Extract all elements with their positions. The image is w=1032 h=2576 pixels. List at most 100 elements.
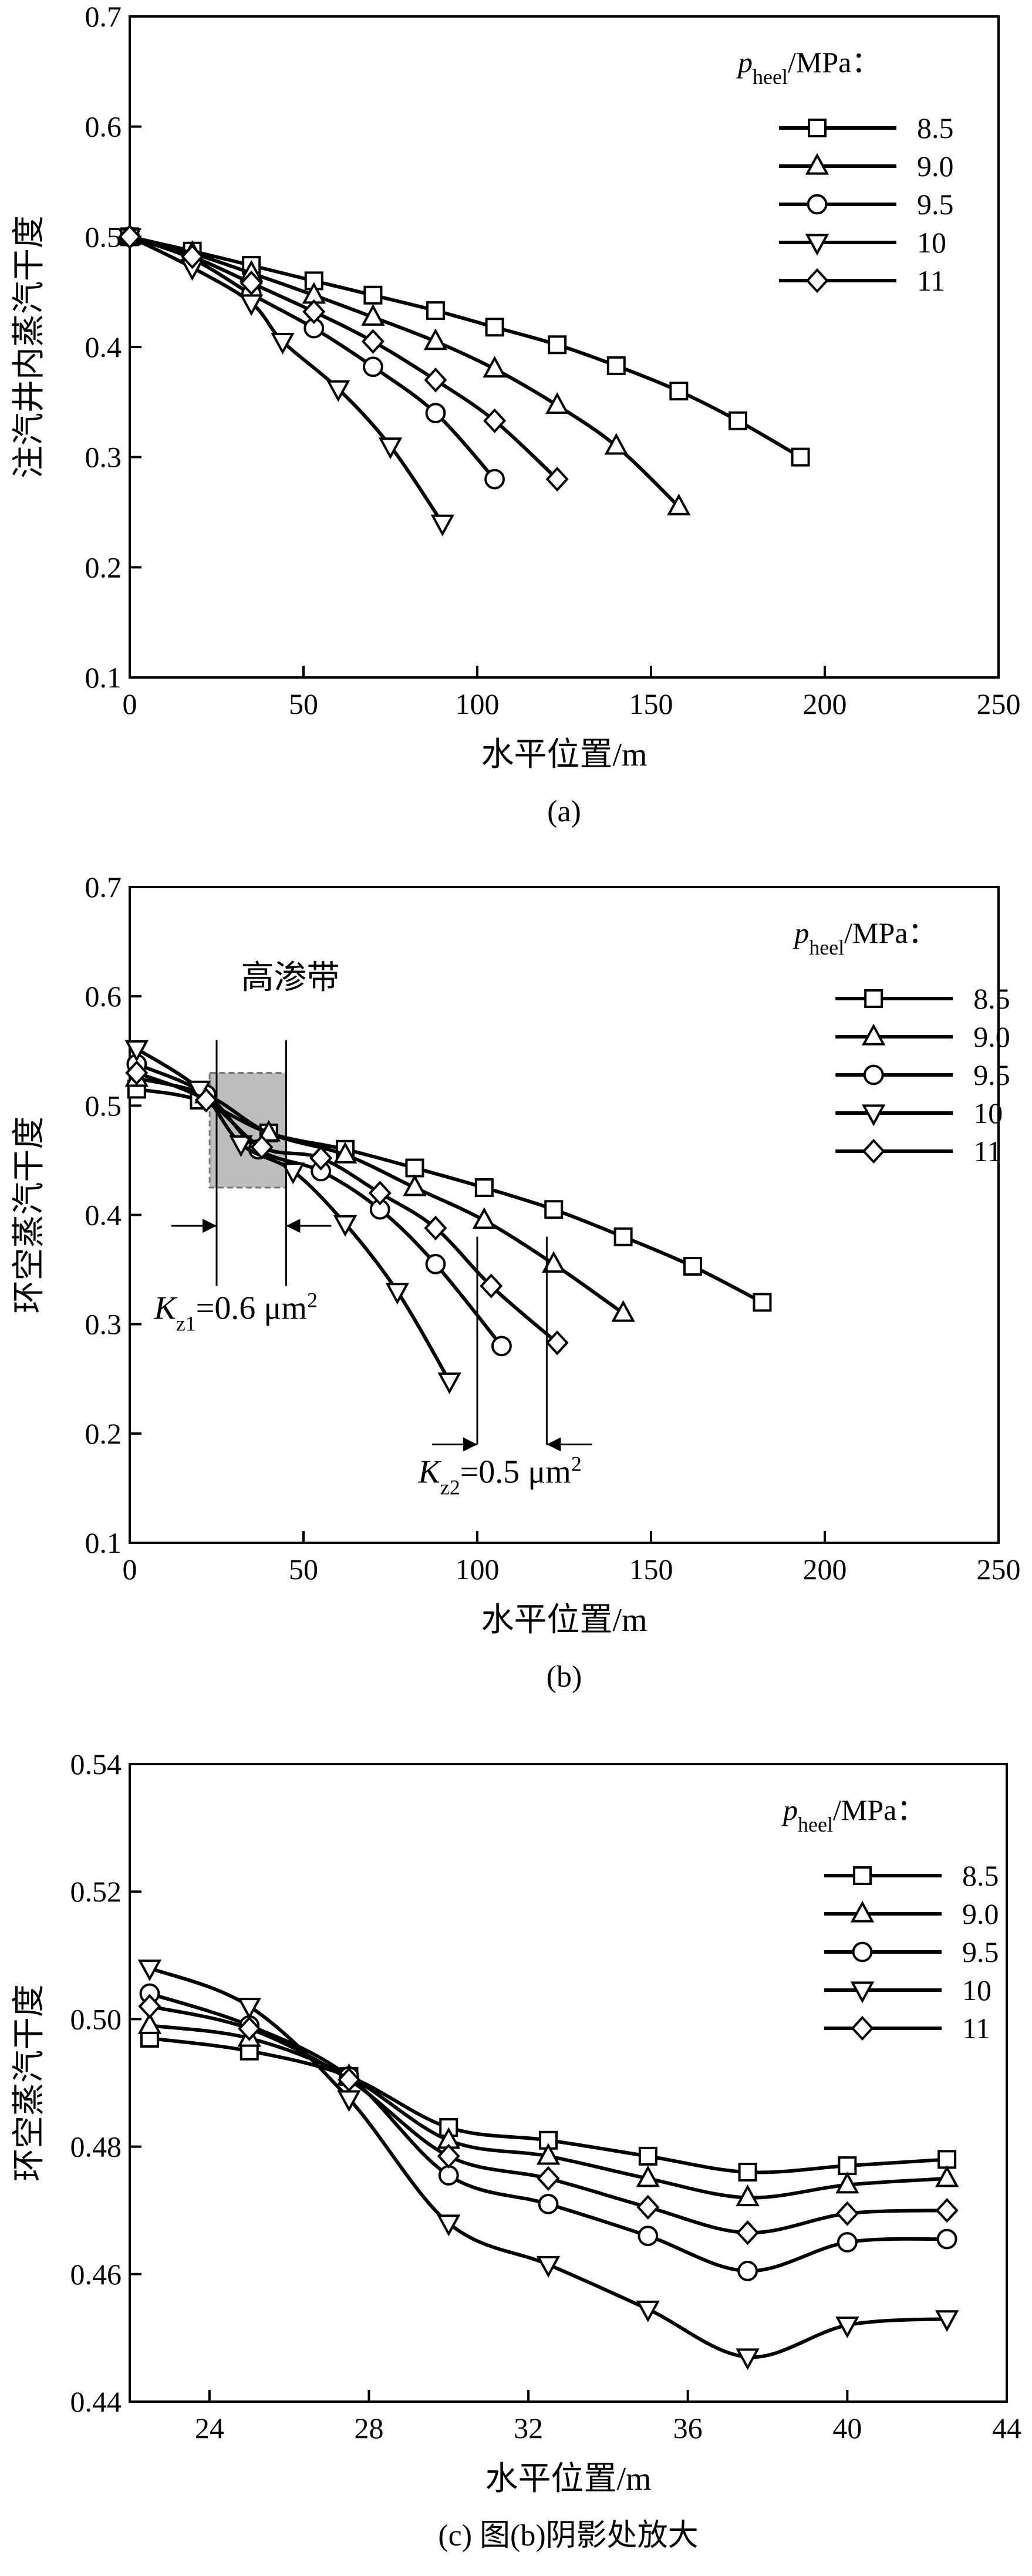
data-point	[403, 1174, 427, 1196]
x-tick-label: 28	[354, 2412, 383, 2444]
y-tick-label: 0.1	[85, 661, 122, 694]
x-tick-label: 150	[629, 1553, 673, 1586]
y-tick-label: 0.4	[85, 1199, 122, 1232]
legend-label: 9.5	[973, 1058, 1010, 1091]
legend-label: 11	[973, 1135, 1001, 1168]
data-point	[238, 2016, 261, 2041]
data-point	[337, 2067, 361, 2092]
kz2-label-part: 2	[571, 1452, 582, 1476]
data-point	[474, 1178, 494, 1197]
data-point	[545, 392, 569, 414]
y-tick-label: 0.4	[85, 331, 122, 363]
data-point	[667, 493, 691, 515]
legend-marker	[805, 234, 829, 256]
data-point	[472, 1207, 497, 1229]
data-point	[536, 2255, 561, 2278]
legend-marker	[805, 268, 829, 294]
data-point	[545, 467, 569, 492]
legend-marker	[864, 989, 883, 1008]
data-point	[333, 1215, 358, 1237]
data-point	[935, 2198, 959, 2223]
data-point	[424, 367, 447, 393]
data-point	[935, 2165, 959, 2187]
data-point	[424, 1215, 447, 1240]
legend-marker	[862, 1138, 885, 1164]
data-point	[309, 1145, 333, 1171]
x-tick-label: 100	[456, 687, 500, 720]
legend-title-part: /MPa：	[788, 46, 881, 79]
data-point	[237, 1998, 261, 2020]
data-point	[405, 1158, 424, 1178]
data-point	[545, 1330, 569, 1356]
legend-marker	[853, 1866, 872, 1885]
data-point	[483, 356, 507, 378]
data-point	[181, 244, 204, 269]
y-tick-label: 0.5	[85, 220, 122, 253]
data-point	[736, 2220, 760, 2245]
data-point	[118, 224, 141, 249]
legend-title-part: /MPa：	[844, 916, 937, 949]
data-point	[361, 329, 385, 354]
data-point	[636, 2300, 660, 2322]
y-tick-label: 0.3	[85, 441, 122, 474]
data-point	[669, 382, 689, 401]
legend-label: 8.5	[917, 112, 954, 144]
y-tick-label: 0.44	[70, 2385, 122, 2418]
kz2-label-part: =0.5 μm	[460, 1454, 571, 1491]
y-tick-label: 0.5	[85, 1089, 122, 1122]
data-point	[425, 1253, 446, 1274]
data-point	[544, 1200, 564, 1219]
data-point	[542, 1250, 566, 1273]
legend-title: pheel/MPa：	[781, 1793, 926, 1836]
data-point	[604, 433, 628, 455]
x-tick-label: 200	[803, 1553, 847, 1586]
x-tick-label: 250	[977, 687, 1021, 720]
series-line	[129, 235, 802, 459]
y-tick-label: 0.7	[85, 871, 122, 903]
zone-label: 高渗带	[241, 960, 339, 996]
kz1-label-part: 2	[307, 1288, 318, 1311]
data-point	[537, 2166, 560, 2191]
legend-label: 8.5	[962, 1859, 999, 1892]
data-point	[491, 1336, 512, 1357]
data-point	[194, 1087, 218, 1113]
y-tick-label: 0.52	[70, 1875, 122, 1908]
kz2-label-part: z2	[440, 1476, 460, 1499]
legend-label: 11	[917, 264, 945, 297]
y-tick-label: 0.50	[70, 2002, 122, 2035]
data-point	[240, 271, 263, 296]
data-point	[378, 437, 403, 460]
legend-marker	[805, 153, 829, 175]
data-point	[430, 514, 454, 537]
data-point	[425, 403, 446, 423]
data-point	[438, 2165, 459, 2186]
x-tick-label: 50	[289, 687, 318, 720]
legend-label: 9.5	[917, 188, 954, 221]
data-point	[426, 301, 445, 321]
data-point	[240, 294, 264, 316]
data-point	[548, 335, 567, 355]
data-point	[257, 1120, 281, 1142]
y-tick-label: 0.1	[85, 1526, 122, 1559]
data-point	[480, 1273, 503, 1299]
y-tick-label: 0.6	[85, 110, 122, 143]
x-tick-label: 0	[123, 1553, 137, 1586]
legend-label: 8.5	[973, 982, 1010, 1015]
data-point	[538, 2193, 559, 2214]
y-tick-label: 0.48	[70, 2130, 122, 2163]
data-point	[753, 1293, 772, 1312]
legend-title-part: heel	[809, 936, 844, 959]
x-tick-label: 44	[992, 2412, 1021, 2444]
kz2-label: Kz2=0.5 μm2	[417, 1452, 582, 1499]
x-tick-label: 200	[803, 687, 847, 720]
legend-title-part: heel	[798, 1813, 833, 1836]
data-point	[138, 1994, 161, 2019]
legend-label: 9.0	[917, 150, 954, 183]
data-point	[385, 1283, 410, 1305]
y-axis-label: 环空蒸汽干度	[11, 1984, 48, 2181]
kz1-label: Kz1=0.6 μm2	[153, 1288, 318, 1335]
y-axis-label: 环空蒸汽干度	[11, 1117, 48, 1314]
data-point	[437, 2214, 461, 2237]
